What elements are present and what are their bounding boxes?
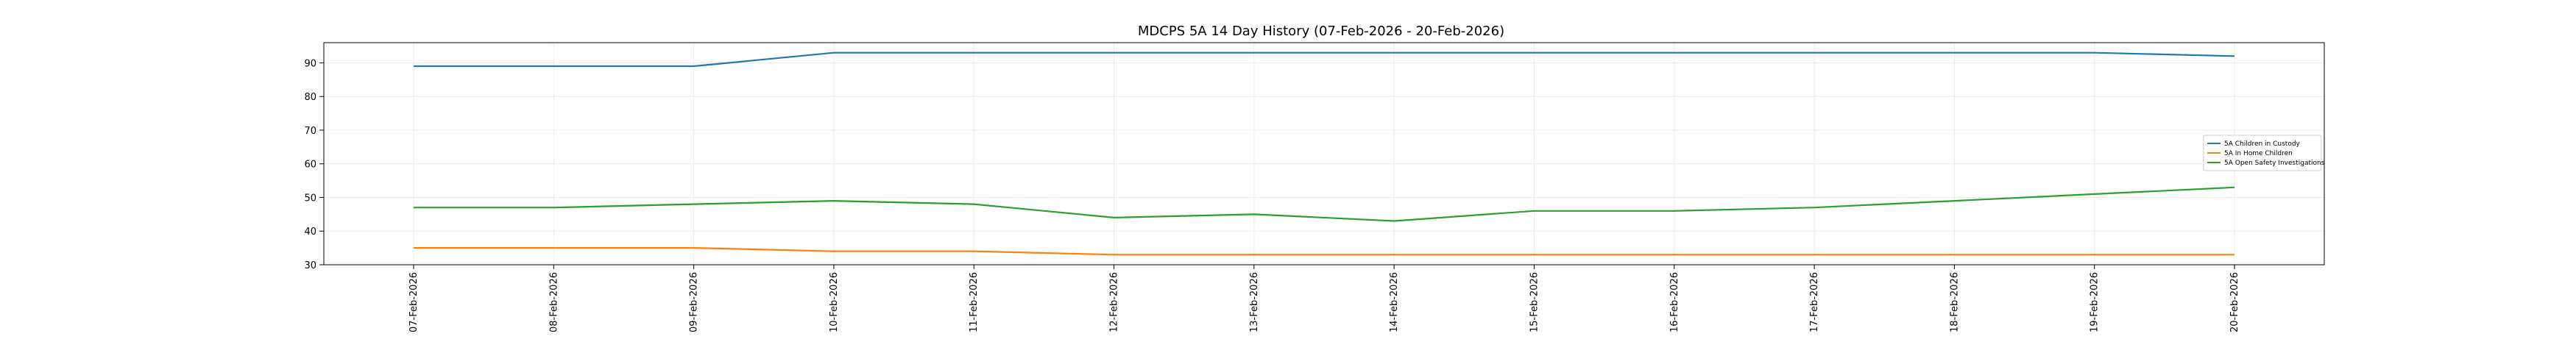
legend-box: [2203, 135, 2322, 171]
x-tick-label: 10-Feb-2026: [829, 272, 840, 332]
x-tick-label: 11-Feb-2026: [969, 272, 980, 332]
grid: [324, 43, 2324, 265]
x-tick-label: 07-Feb-2026: [408, 272, 420, 332]
series-line: [414, 186, 2235, 222]
x-tick-label: 08-Feb-2026: [548, 272, 559, 332]
y-tick-label: 80: [304, 92, 316, 103]
legend-label: 5A Children in Custody: [2224, 140, 2301, 148]
x-tick-label: 20-Feb-2026: [2229, 272, 2240, 332]
x-tick-label: 12-Feb-2026: [1109, 272, 1120, 332]
x-tick-label: 17-Feb-2026: [1809, 272, 1820, 332]
y-tick-label: 40: [304, 227, 316, 238]
x-tick-label: 13-Feb-2026: [1249, 272, 1260, 332]
y-tick-label: 70: [304, 126, 316, 137]
y-tick-label: 60: [304, 160, 316, 171]
legend-label: 5A Open Safety Investigations: [2224, 160, 2325, 167]
y-tick-label: 30: [304, 260, 316, 271]
y-tick-label: 90: [304, 58, 316, 69]
x-tick-label: 14-Feb-2026: [1389, 272, 1400, 332]
x-tick-label: 18-Feb-2026: [1949, 272, 1960, 332]
chart-title: MDCPS 5A 14 Day History (07-Feb-2026 - 2…: [1138, 24, 1504, 39]
series-lines: [414, 51, 2235, 256]
x-tick-label: 19-Feb-2026: [2090, 272, 2101, 332]
plot-frame: [323, 42, 2325, 265]
series-line: [414, 51, 2235, 68]
legend-label: 5A In Home Children: [2224, 150, 2293, 157]
x-tick-label: 16-Feb-2026: [1669, 272, 1680, 332]
y-tick-label: 50: [304, 193, 316, 204]
x-tick-label: 09-Feb-2026: [689, 272, 700, 332]
axes: 30 40 50 60 70 80 90 07-Feb-2026 08-Feb-2026 09-F…: [304, 42, 2325, 332]
x-tick-label: 15-Feb-2026: [1529, 272, 1540, 332]
legend: 5A Children in Custody 5A In Home Childre…: [2203, 135, 2325, 171]
series-line: [414, 247, 2234, 256]
